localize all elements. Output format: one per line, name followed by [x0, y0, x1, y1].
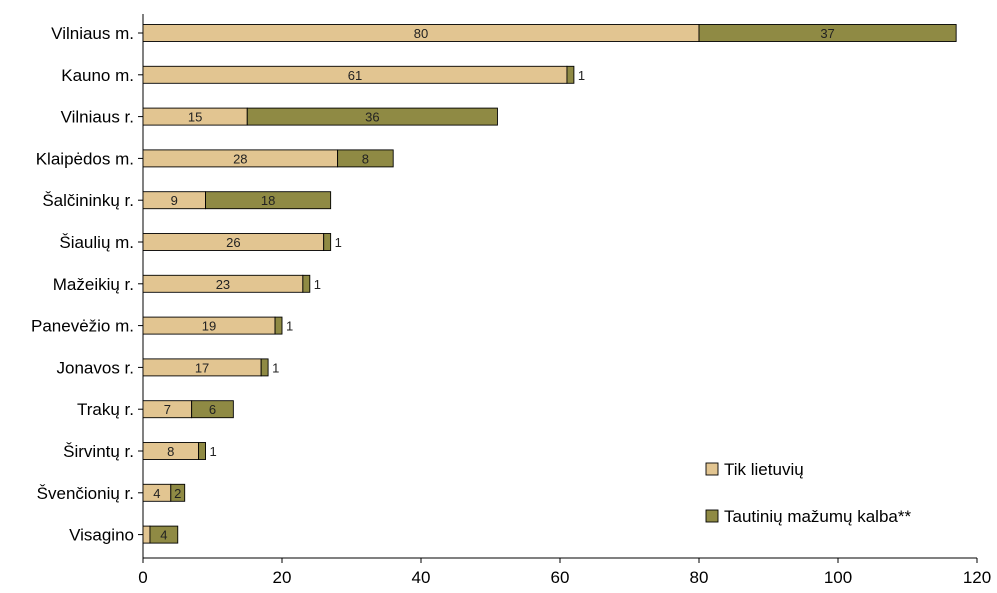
bar-segment-tautiniu-mazumu — [246, 107, 498, 126]
data-label: 18 — [261, 193, 275, 208]
category-label: Mažeikių r. — [53, 275, 134, 294]
data-label: 1 — [272, 360, 279, 375]
data-label: 19 — [202, 319, 216, 334]
bar-segment-tautiniu-mazumu — [170, 483, 186, 502]
data-label: 8 — [362, 151, 369, 166]
data-label: 4 — [160, 528, 167, 543]
category-label: Šiaulių m. — [59, 233, 134, 252]
category-label: Trakų r. — [77, 400, 134, 419]
data-label: 17 — [195, 360, 209, 375]
category-label: Visagino — [69, 526, 134, 545]
data-label: 1 — [578, 68, 585, 83]
data-label: 8 — [167, 444, 174, 459]
bar-segment-tautiniu-mazumu — [698, 24, 957, 42]
data-label: 1 — [314, 277, 321, 292]
category-label: Švenčionių r. — [37, 484, 134, 503]
data-label: 36 — [365, 110, 379, 125]
category-label: Širvintų r. — [63, 442, 134, 461]
data-label: 2 — [174, 486, 181, 501]
bar-segment-tautiniu-mazumu — [566, 65, 575, 84]
data-label: 26 — [226, 235, 240, 250]
legend-label: Tik lietuvių — [724, 460, 804, 479]
x-tick-label: 100 — [824, 568, 852, 587]
bar-segment-tautiniu-mazumu — [260, 358, 269, 377]
x-tick-label: 120 — [963, 568, 991, 587]
data-label: 15 — [188, 110, 202, 125]
x-tick-label: 20 — [273, 568, 292, 587]
legend-swatch — [705, 509, 719, 523]
x-tick-label: 0 — [138, 568, 147, 587]
data-label: 1 — [335, 235, 342, 250]
category-label: Kauno m. — [61, 66, 134, 85]
data-label: 28 — [233, 151, 247, 166]
category-label: Vilniaus r. — [61, 108, 134, 127]
data-label: 1 — [210, 444, 217, 459]
data-label: 23 — [216, 277, 230, 292]
x-tick-label: 40 — [412, 568, 431, 587]
bar-segment-tik-lietuviu — [142, 525, 151, 544]
bar-segment-tautiniu-mazumu — [274, 316, 283, 335]
legend-label: Tautinių mažumų kalba** — [724, 507, 911, 526]
data-label: 9 — [171, 193, 178, 208]
bar-segment-tautiniu-mazumu — [198, 442, 207, 460]
category-label: Vilniaus m. — [51, 24, 134, 43]
data-label: 37 — [820, 26, 834, 41]
category-label: Jonavos r. — [57, 358, 135, 377]
data-label: 61 — [348, 68, 362, 83]
bar-segment-tautiniu-mazumu — [205, 191, 332, 210]
category-label: Panevėžio m. — [31, 317, 134, 336]
data-label: 1 — [286, 319, 293, 334]
bar-segment-tautiniu-mazumu — [337, 149, 394, 168]
x-tick-label: 60 — [551, 568, 570, 587]
bar-segment-tautiniu-mazumu — [149, 525, 179, 544]
category-label: Šalčininkų r. — [42, 191, 134, 210]
data-label: 80 — [414, 26, 428, 41]
legend-swatch — [705, 462, 719, 476]
bar-segment-tautiniu-mazumu — [323, 233, 332, 251]
category-label: Klaipėdos m. — [36, 149, 134, 168]
data-label: 4 — [153, 486, 160, 501]
bar-segment-tautiniu-mazumu — [302, 274, 311, 293]
data-label: 6 — [209, 402, 216, 417]
data-label: 7 — [164, 402, 171, 417]
bar-segment-tautiniu-mazumu — [191, 400, 234, 419]
x-tick-label: 80 — [690, 568, 709, 587]
